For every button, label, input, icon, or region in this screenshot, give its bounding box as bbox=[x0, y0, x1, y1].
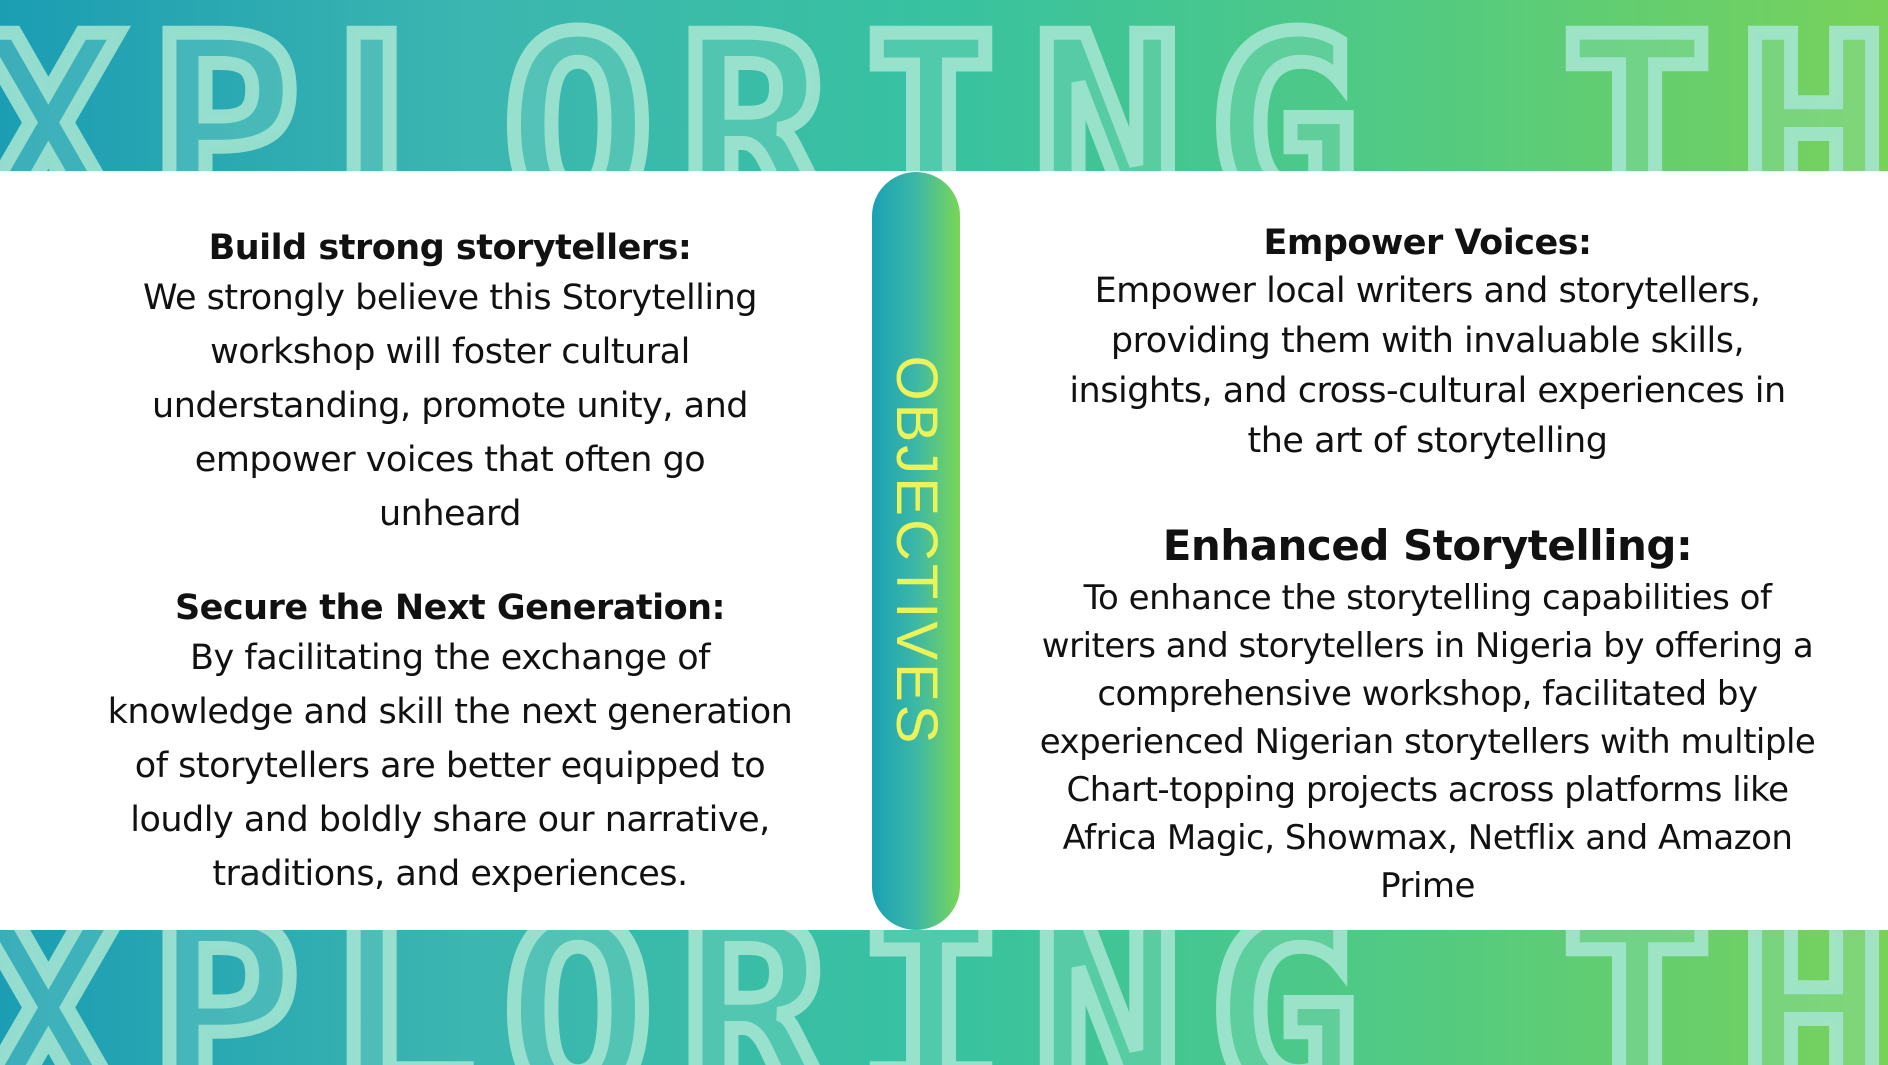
objective-line: experienced Nigerian storytellers with m… bbox=[1039, 722, 1816, 762]
objectives-divider: OBJECTIVES bbox=[872, 172, 960, 930]
objective-heading: Enhanced Storytelling: bbox=[1162, 521, 1693, 570]
objective-line: Africa Magic, Showmax, Netflix and Amazo… bbox=[1062, 818, 1793, 858]
banner-text-bottom-fill: EXPLORING THE bbox=[0, 930, 1888, 1065]
objective-line: the art of storytelling bbox=[1247, 421, 1608, 461]
objectives-label: OBJECTIVES bbox=[884, 355, 949, 747]
right-column: Empower Voices: Empower local writers an… bbox=[975, 220, 1880, 910]
objective-enhanced-storytelling: Enhanced Storytelling: To enhance the st… bbox=[975, 518, 1880, 910]
objective-line: loudly and boldly share our narrative, bbox=[130, 800, 770, 840]
objective-heading: Empower Voices: bbox=[1263, 223, 1592, 263]
objective-line: writers and storytellers in Nigeria by o… bbox=[1041, 626, 1814, 666]
banner-lettering-top: EXPLORING THE EXPLORING THE bbox=[0, 0, 1888, 171]
objective-line: By facilitating the exchange of bbox=[190, 638, 710, 678]
objective-line: comprehensive workshop, facilitated by bbox=[1097, 674, 1758, 714]
objective-line: knowledge and skill the next generation bbox=[107, 692, 793, 732]
banner-text-bottom: EXPLORING THE bbox=[0, 930, 1888, 1065]
bottom-banner: EXPLORING THE EXPLORING THE bbox=[0, 930, 1888, 1065]
objective-line: Empower local writers and storytellers, bbox=[1094, 271, 1761, 311]
objective-line: empower voices that often go bbox=[194, 440, 706, 480]
objective-line: workshop will foster cultural bbox=[210, 332, 690, 372]
objective-line: of storytellers are better equipped to bbox=[134, 746, 766, 786]
objective-line: providing them with invaluable skills, bbox=[1110, 321, 1745, 361]
objective-build-storytellers: Build strong storytellers: We strongly b… bbox=[40, 225, 860, 541]
objective-line: Prime bbox=[1380, 866, 1475, 906]
objective-line: We strongly believe this Storytelling bbox=[142, 278, 758, 318]
objective-line: understanding, promote unity, and bbox=[152, 386, 748, 426]
banner-text-top: EXPLORING THE bbox=[0, 0, 1888, 171]
objective-line: traditions, and experiences. bbox=[212, 854, 688, 894]
objective-next-generation: Secure the Next Generation: By facilitat… bbox=[40, 585, 860, 901]
objective-line: Chart-topping projects across platforms … bbox=[1066, 770, 1789, 810]
top-banner: EXPLORING THE EXPLORING THE bbox=[0, 0, 1888, 171]
objective-line: To enhance the storytelling capabilities… bbox=[1083, 578, 1772, 618]
banner-text-top-fill: EXPLORING THE bbox=[0, 0, 1888, 171]
objective-line: insights, and cross-cultural experiences… bbox=[1069, 371, 1786, 411]
objective-empower-voices: Empower Voices: Empower local writers an… bbox=[975, 220, 1880, 466]
objective-heading: Build strong storytellers: bbox=[208, 228, 692, 268]
objective-line: unheard bbox=[378, 494, 522, 534]
left-column: Build strong storytellers: We strongly b… bbox=[40, 225, 860, 901]
banner-lettering-bottom: EXPLORING THE EXPLORING THE bbox=[0, 930, 1888, 1065]
objective-heading: Secure the Next Generation: bbox=[174, 588, 726, 628]
